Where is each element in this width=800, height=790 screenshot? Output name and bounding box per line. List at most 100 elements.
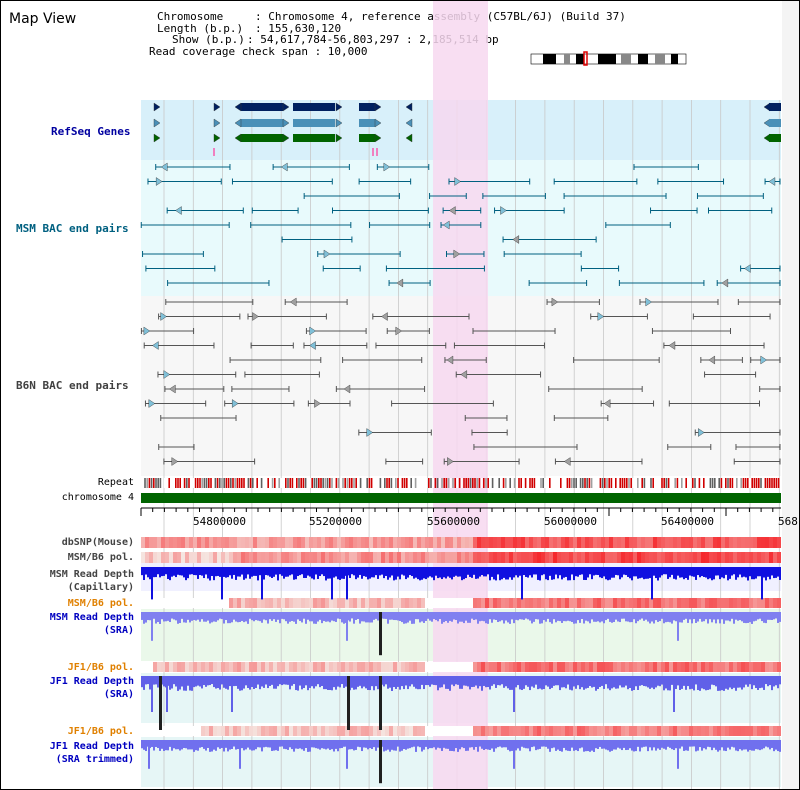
depth-bar bbox=[559, 740, 561, 751]
depth-bar bbox=[771, 676, 773, 691]
depth-bar bbox=[567, 612, 569, 621]
depth-bar bbox=[373, 567, 375, 578]
heat-cell bbox=[377, 726, 381, 736]
repeat-block bbox=[648, 478, 650, 488]
depth-bar bbox=[635, 612, 637, 624]
depth-bar bbox=[231, 567, 233, 579]
depth-bar bbox=[187, 567, 189, 579]
heat-cell bbox=[237, 726, 241, 736]
b6n-bac-track[interactable] bbox=[140, 297, 781, 466]
heat-cell bbox=[661, 552, 665, 563]
heat-cell bbox=[593, 598, 597, 608]
depth-bar bbox=[679, 676, 681, 690]
heat-cell bbox=[213, 726, 217, 736]
heat-cell bbox=[545, 726, 549, 736]
read-depth-tracks[interactable] bbox=[141, 567, 781, 784]
depth-bar bbox=[771, 740, 773, 748]
depth-bar bbox=[671, 612, 673, 624]
jf1-pol-label[interactable]: JF1/B6 pol. bbox=[67, 662, 134, 673]
selected-region-highlight[interactable] bbox=[433, 1, 488, 790]
depth-bar bbox=[317, 740, 319, 749]
depth-bar bbox=[445, 567, 447, 579]
repeat-block bbox=[307, 478, 309, 488]
heat-cell bbox=[773, 537, 777, 548]
repeat-block bbox=[258, 478, 261, 488]
polymorphism-heat-tracks[interactable] bbox=[141, 537, 781, 736]
depth-bar bbox=[617, 612, 619, 622]
depth-bar bbox=[453, 612, 455, 620]
depth-bar bbox=[625, 612, 627, 622]
depth-bar bbox=[541, 612, 543, 624]
strand-arrow bbox=[234, 102, 242, 112]
repeat-block bbox=[588, 478, 591, 488]
chromosome-ideogram[interactable] bbox=[530, 51, 687, 66]
msm-bac-label[interactable]: MSM BAC end pairs bbox=[16, 222, 129, 235]
heat-cell bbox=[601, 726, 605, 736]
heat-cell bbox=[521, 662, 525, 672]
msm-pol2-label[interactable]: MSM/B6 pol. bbox=[67, 598, 134, 609]
heat-cell bbox=[325, 598, 329, 608]
heat-cell bbox=[265, 726, 269, 736]
heat-cell bbox=[429, 552, 433, 563]
depth-bar bbox=[769, 612, 771, 620]
dbsnp-label[interactable]: dbSNP(Mouse) bbox=[61, 537, 134, 548]
jf1-depth-trim-label[interactable]: JF1 Read Depth bbox=[49, 741, 134, 752]
refseq-gene-track[interactable] bbox=[153, 102, 781, 156]
repeat-block bbox=[586, 478, 588, 488]
depth-bar bbox=[595, 740, 597, 749]
depth-bar bbox=[731, 567, 733, 576]
jf1-depth-sra-label[interactable]: JF1 Read Depth bbox=[49, 676, 134, 687]
repeat-block bbox=[311, 478, 313, 488]
jf1-pol2-label[interactable]: JF1/B6 pol. bbox=[67, 726, 134, 737]
heat-cell bbox=[609, 537, 613, 548]
heat-cell bbox=[765, 726, 769, 736]
depth-bar bbox=[595, 567, 597, 575]
msm-depth-sra-label[interactable]: MSM Read Depth bbox=[49, 612, 134, 623]
strand-arrow bbox=[374, 102, 382, 112]
strand-arrow bbox=[442, 220, 450, 230]
refseq-genes-label[interactable]: RefSeq Genes bbox=[51, 125, 131, 138]
depth-bar bbox=[397, 567, 399, 577]
depth-bar bbox=[495, 740, 497, 749]
depth-bar bbox=[205, 567, 207, 575]
heat-cell bbox=[569, 552, 573, 563]
repeat-block bbox=[502, 478, 505, 488]
depth-bar bbox=[435, 567, 437, 576]
depth-bar bbox=[335, 676, 337, 690]
heat-cell bbox=[301, 598, 305, 608]
repeat-block bbox=[298, 478, 300, 488]
heat-cell bbox=[357, 537, 361, 548]
repeat-block bbox=[560, 478, 562, 488]
depth-bar bbox=[405, 612, 407, 624]
strand-arrow bbox=[395, 326, 403, 336]
depth-bar bbox=[265, 676, 267, 685]
depth-bar bbox=[399, 740, 401, 752]
heat-cell bbox=[409, 662, 413, 672]
depth-bar bbox=[461, 740, 463, 748]
repeat-track[interactable] bbox=[142, 478, 780, 488]
depth-bar bbox=[441, 676, 443, 688]
heat-cell bbox=[433, 537, 437, 548]
heat-cell bbox=[601, 662, 605, 672]
msm-depth-cap-label[interactable]: MSM Read Depth bbox=[49, 569, 134, 580]
heat-cell bbox=[509, 598, 513, 608]
strand-arrow bbox=[171, 457, 179, 466]
depth-bar bbox=[485, 740, 487, 750]
b6n-bac-label[interactable]: B6N BAC end pairs bbox=[16, 379, 129, 392]
heat-cell bbox=[769, 537, 773, 548]
heat-cell bbox=[149, 537, 153, 548]
depth-bar bbox=[227, 676, 229, 690]
heat-cell bbox=[753, 726, 757, 736]
msm-pol-label[interactable]: MSM/B6 pol. bbox=[67, 552, 134, 563]
msm-bac-track[interactable] bbox=[140, 162, 781, 288]
repeat-block bbox=[384, 478, 386, 488]
heat-cell bbox=[205, 552, 209, 563]
depth-bar bbox=[545, 676, 547, 686]
heat-cell bbox=[565, 598, 569, 608]
jf1-depth-trim-sub: (SRA trimmed) bbox=[55, 754, 134, 765]
depth-bar bbox=[735, 676, 737, 691]
heat-cell bbox=[201, 552, 205, 563]
heat-cell bbox=[733, 552, 737, 563]
depth-bar bbox=[655, 740, 657, 751]
depth-bar bbox=[491, 676, 493, 686]
